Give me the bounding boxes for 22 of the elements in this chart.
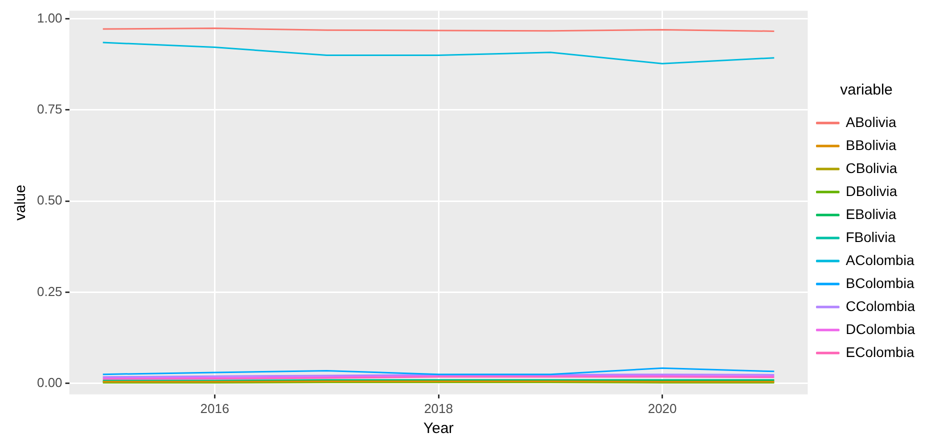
y-tick-label: 0.25	[36, 284, 62, 299]
legend-title: variable	[840, 82, 893, 99]
legend-label: CBolivia	[846, 160, 898, 176]
y-tick-label: 0.00	[36, 375, 62, 390]
x-tick-label: 2020	[648, 400, 677, 416]
y-tick-label: 0.75	[36, 102, 62, 117]
legend-label: AColombia	[846, 252, 914, 268]
legend-label: DBolivia	[846, 182, 898, 199]
x-axis-title: Year	[423, 420, 454, 438]
legend-label: FBolivia	[846, 228, 896, 245]
legend-label: CColombia	[846, 298, 916, 314]
legend-label: EColombia	[846, 344, 914, 360]
legend-label: EBolivia	[846, 206, 897, 222]
y-axis-title: value	[12, 184, 30, 221]
y-tick-label: 0.50	[36, 192, 62, 208]
legend-label: BColombia	[846, 274, 914, 291]
legend-label: DColombia	[846, 320, 916, 337]
x-tick-label: 2018	[424, 400, 453, 416]
legend-label: ABolivia	[846, 114, 897, 130]
y-tick-label: 1.00	[36, 10, 62, 26]
legend-label: BBolivia	[846, 136, 897, 153]
x-tick-label: 2016	[200, 400, 230, 416]
